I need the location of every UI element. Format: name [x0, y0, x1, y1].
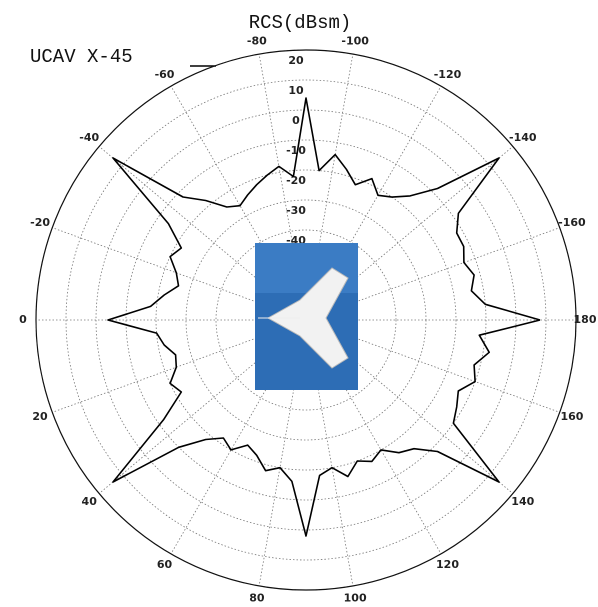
grid-spoke — [170, 319, 307, 555]
theta-tick-label: 20 — [32, 410, 48, 423]
theta-tick-label: 80 — [249, 592, 265, 605]
rcs-line — [107, 97, 541, 537]
theta-tick-label: 180 — [574, 313, 597, 326]
grid-spoke — [258, 54, 307, 321]
grid-spoke — [305, 319, 354, 586]
grid-spoke — [305, 85, 442, 321]
grid-ring — [65, 79, 547, 561]
grid-spoke — [305, 146, 514, 321]
grid-ring — [215, 229, 397, 411]
theta-tick-label: -40 — [79, 131, 99, 144]
chart-title: RCS(dBsm) — [249, 12, 352, 34]
theta-tick-label: -160 — [558, 216, 586, 229]
grid-spoke — [305, 319, 560, 413]
r-tick-label: -10 — [286, 144, 306, 157]
theta-tick-label: 60 — [157, 558, 173, 571]
theta-tick-label: 0 — [19, 313, 27, 326]
grid-spoke — [52, 227, 307, 321]
grid-spoke — [305, 319, 514, 494]
aircraft-shape — [266, 267, 349, 369]
r-tick-label: 20 — [288, 54, 304, 67]
grid-spoke — [98, 319, 307, 494]
theta-tick-label: -100 — [341, 34, 369, 47]
theta-tick-label: -20 — [30, 216, 50, 229]
grid-ring — [155, 169, 457, 471]
r-tick-label: -30 — [286, 204, 306, 217]
aircraft-photo — [255, 243, 358, 390]
r-tick-label: -20 — [286, 174, 306, 187]
theta-tick-label: 120 — [436, 558, 459, 571]
theta-tick-label: -120 — [434, 68, 462, 81]
grid-spoke — [170, 85, 307, 321]
theta-tick-label: 140 — [511, 495, 534, 508]
theta-tick-label: 100 — [344, 592, 367, 605]
polar-frame — [35, 49, 577, 591]
theta-tick-label: 40 — [82, 495, 98, 508]
r-tick-label: 0 — [292, 114, 300, 127]
grid-spoke — [258, 319, 307, 586]
grid-spoke — [98, 146, 307, 321]
grid-spoke — [305, 227, 560, 321]
r-tick-label: 10 — [288, 84, 304, 97]
grid-spoke — [305, 319, 442, 555]
theta-tick-label: -140 — [509, 131, 537, 144]
grid-spoke — [52, 319, 307, 413]
theta-tick-label: 160 — [560, 410, 583, 423]
theta-tick-label: -80 — [247, 34, 267, 47]
theta-tick-label: -60 — [155, 68, 175, 81]
grid-spoke — [305, 54, 354, 321]
legend-label: UCAV X-45 — [30, 46, 133, 68]
